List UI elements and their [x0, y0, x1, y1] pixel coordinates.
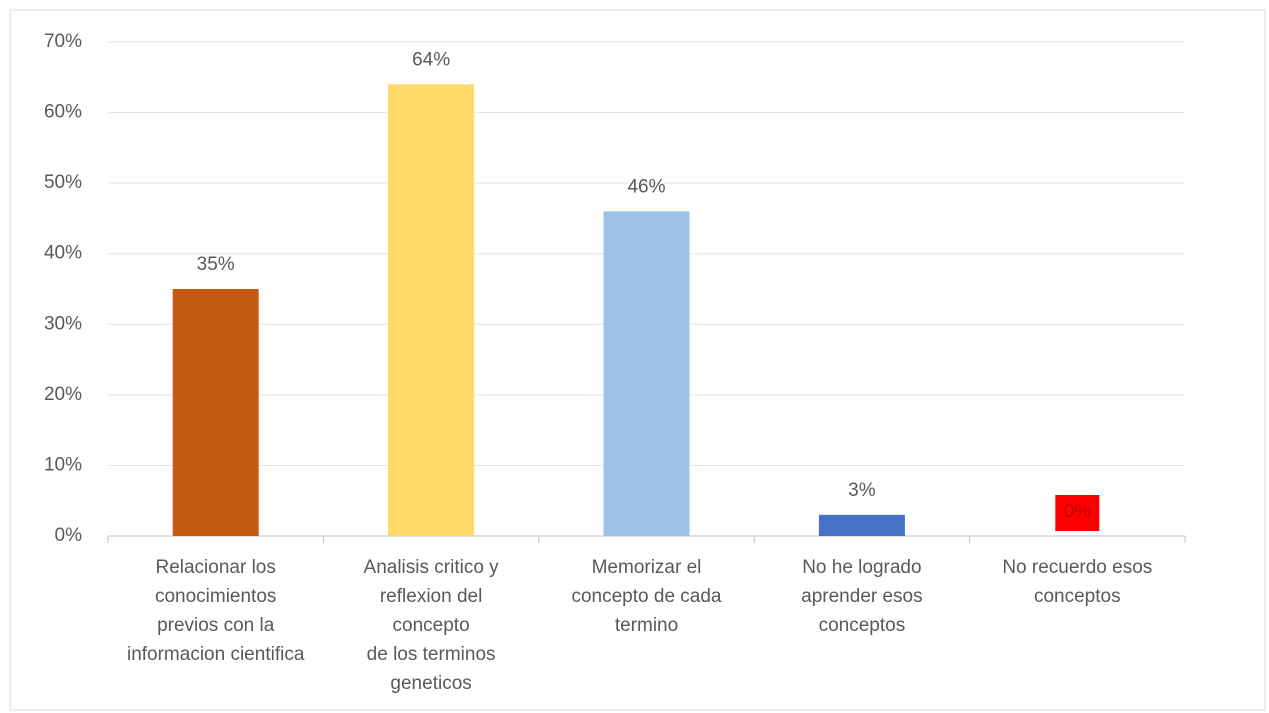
label-background — [1055, 495, 1100, 531]
y-tick-label: 40% — [44, 243, 82, 264]
bar — [172, 289, 259, 536]
y-tick-label: 30% — [44, 313, 82, 334]
y-tick-label: 50% — [44, 172, 82, 193]
x-tick-label: Memorizar el concepto de cada termino — [571, 557, 722, 636]
data-label: 46% — [627, 176, 665, 197]
y-tick-label: 70% — [44, 31, 82, 52]
x-tick-label: Relacionar los conocimientos previos con… — [126, 557, 305, 665]
bar — [818, 514, 905, 536]
y-tick-label: 60% — [44, 102, 82, 123]
y-tick-label: 0% — [55, 525, 83, 546]
data-label: 0% — [1064, 501, 1092, 522]
x-tick-label: No recuerdo esos conceptos — [1002, 557, 1153, 607]
y-tick-label: 20% — [44, 384, 82, 405]
data-label: 64% — [412, 49, 450, 70]
x-tick-label: No he logrado aprender esos conceptos — [801, 557, 923, 636]
x-tick-label: Analisis critico y reflexion del concept… — [363, 557, 499, 694]
chart-border — [9, 9, 1266, 711]
bar — [603, 211, 690, 536]
bar — [388, 84, 475, 536]
data-label: 35% — [197, 254, 235, 275]
y-tick-label: 10% — [44, 454, 82, 475]
data-label: 3% — [848, 480, 876, 501]
